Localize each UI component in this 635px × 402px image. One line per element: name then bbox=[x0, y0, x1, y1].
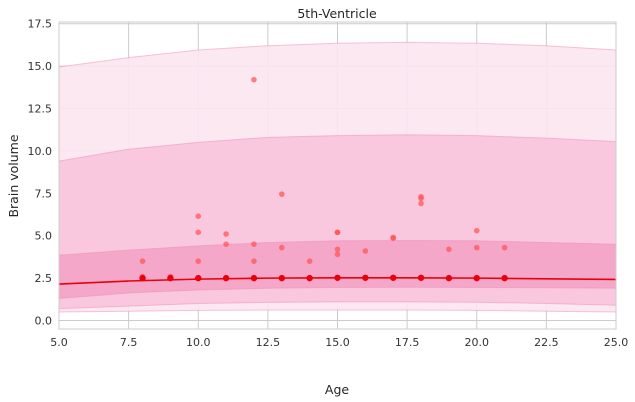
mean-point bbox=[250, 274, 258, 282]
data-point bbox=[418, 200, 424, 207]
mean-point bbox=[501, 274, 508, 282]
mean-point bbox=[167, 274, 174, 282]
x-tick-label: 25.0 bbox=[604, 336, 629, 349]
plot-border bbox=[58, 21, 617, 330]
mean-point bbox=[306, 274, 313, 282]
data-point bbox=[418, 195, 424, 202]
mean-points bbox=[139, 274, 508, 282]
y-axis-ticks: 0.0 2.5 5.0 7.5 10.0 12.5 15.0 17.5 bbox=[28, 18, 53, 328]
data-point bbox=[390, 234, 397, 241]
data-point bbox=[195, 229, 202, 236]
mean-point bbox=[334, 274, 341, 281]
x-axis-ticks: 5.0 7.5 10.0 12.5 15.0 17.5 20.0 22.5 25.0 bbox=[50, 336, 628, 349]
data-point bbox=[195, 213, 202, 220]
chart-title: 5th-Ventricle bbox=[297, 6, 377, 21]
y-tick-label: 12.5 bbox=[28, 103, 53, 116]
mean-point bbox=[222, 274, 230, 282]
percentile-bands bbox=[58, 41, 617, 313]
y-tick-label: 0.0 bbox=[35, 315, 53, 328]
data-point bbox=[334, 229, 341, 236]
y-tick-label: 10.0 bbox=[28, 145, 53, 158]
data-point bbox=[473, 227, 480, 234]
mean-point bbox=[139, 274, 146, 282]
data-point bbox=[195, 258, 202, 264]
data-point bbox=[446, 246, 452, 253]
mean-point bbox=[390, 274, 397, 281]
y-tick-label: 17.5 bbox=[28, 18, 53, 31]
data-point bbox=[501, 244, 508, 251]
data-point bbox=[223, 241, 229, 247]
mean-point bbox=[417, 274, 425, 281]
data-point bbox=[362, 248, 369, 254]
x-tick-label: 15.0 bbox=[325, 336, 350, 349]
data-point bbox=[473, 244, 480, 251]
y-tick-label: 5.0 bbox=[35, 230, 53, 243]
mean-point bbox=[445, 274, 453, 282]
data-point bbox=[279, 191, 285, 197]
data-point bbox=[223, 231, 229, 237]
data-point bbox=[251, 241, 257, 247]
y-axis-label: Brain volume bbox=[6, 134, 21, 217]
data-point bbox=[139, 258, 146, 264]
data-point bbox=[334, 246, 341, 253]
data-point bbox=[251, 258, 257, 264]
y-tick-label: 15.0 bbox=[28, 60, 53, 73]
x-tick-label: 7.5 bbox=[120, 336, 138, 349]
mean-point bbox=[278, 274, 285, 282]
x-axis-label: Age bbox=[325, 382, 349, 397]
x-tick-label: 12.5 bbox=[256, 336, 281, 349]
data-point bbox=[306, 258, 313, 264]
plot-frame bbox=[58, 21, 617, 330]
observed-points bbox=[139, 76, 508, 280]
mean-point bbox=[473, 274, 480, 282]
mean-point bbox=[195, 274, 202, 282]
x-tick-label: 20.0 bbox=[465, 336, 490, 349]
data-point bbox=[251, 76, 257, 83]
data-point bbox=[279, 244, 285, 251]
x-tick-label: 22.5 bbox=[534, 336, 559, 349]
mean-point bbox=[362, 274, 369, 281]
x-tick-label: 5.0 bbox=[50, 336, 68, 349]
x-tick-label: 10.0 bbox=[186, 336, 211, 349]
x-tick-label: 17.5 bbox=[395, 336, 420, 349]
y-tick-label: 2.5 bbox=[35, 272, 53, 285]
data-point bbox=[334, 251, 341, 258]
y-tick-label: 7.5 bbox=[35, 187, 53, 200]
